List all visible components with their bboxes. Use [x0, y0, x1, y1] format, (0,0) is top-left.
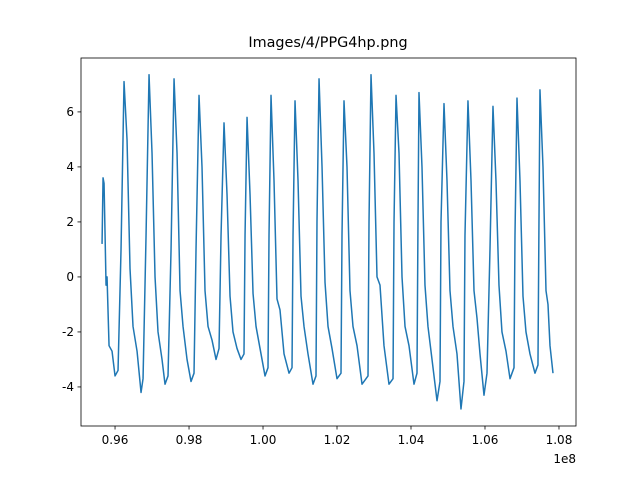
x-offset-label: 1e8 [553, 452, 576, 466]
data-line [101, 74, 554, 410]
x-tick-label: 1.02 [324, 433, 351, 447]
y-tick-label: 4 [66, 160, 74, 174]
x-tick-label: 1.00 [250, 433, 277, 447]
plot-area: 0.96 0.98 1.00 1.02 1.04 1.06 1.08 -4 -2 0 2 4 6 [62, 74, 573, 447]
y-tick-label: -2 [62, 325, 74, 339]
x-tick-label: 1.04 [398, 433, 425, 447]
x-tick-label: 1.08 [546, 433, 573, 447]
x-tick-label: 1.06 [472, 433, 499, 447]
chart-title: Images/4/PPG4hp.png [248, 35, 407, 51]
y-tick-label: 6 [66, 105, 74, 119]
x-tick-label: 0.96 [102, 433, 129, 447]
y-tick-label: 2 [66, 215, 74, 229]
y-tick-label: 0 [66, 270, 74, 284]
y-tick-label: -4 [62, 380, 74, 394]
axes-frame [80, 57, 577, 427]
x-tick-label: 0.98 [176, 433, 203, 447]
